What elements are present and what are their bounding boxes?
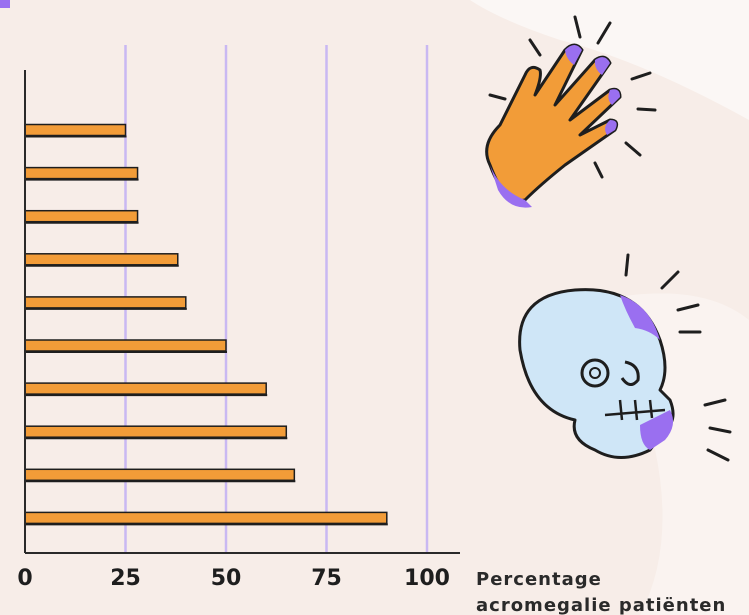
bar-1 (24, 123, 127, 137)
bar-7 (24, 382, 267, 395)
bar-10 (24, 511, 388, 525)
x-tick-label-50: 50 (211, 566, 242, 591)
x-tick-label-100: 100 (404, 566, 450, 591)
bars (24, 123, 388, 526)
bar-4 (24, 253, 179, 266)
bar-3 (24, 209, 139, 223)
x-axis-label-line-2: acromegalie patiënten (476, 595, 726, 615)
bar-8 (24, 425, 288, 438)
x-tick-label-0: 0 (17, 566, 32, 591)
bar-9 (24, 468, 296, 482)
x-axis-label-line-1: Percentage (476, 569, 602, 590)
bar-5 (24, 296, 187, 309)
axis (24, 70, 460, 554)
x-tick-label-25: 25 (110, 566, 141, 591)
hand-icon (485, 15, 657, 208)
x-tick-labels: 0 25 50 75 100 (17, 566, 450, 591)
bar-6 (24, 339, 227, 352)
bar-2 (24, 166, 139, 180)
skull-icon (518, 253, 732, 462)
x-tick-label-75: 75 (311, 566, 342, 591)
